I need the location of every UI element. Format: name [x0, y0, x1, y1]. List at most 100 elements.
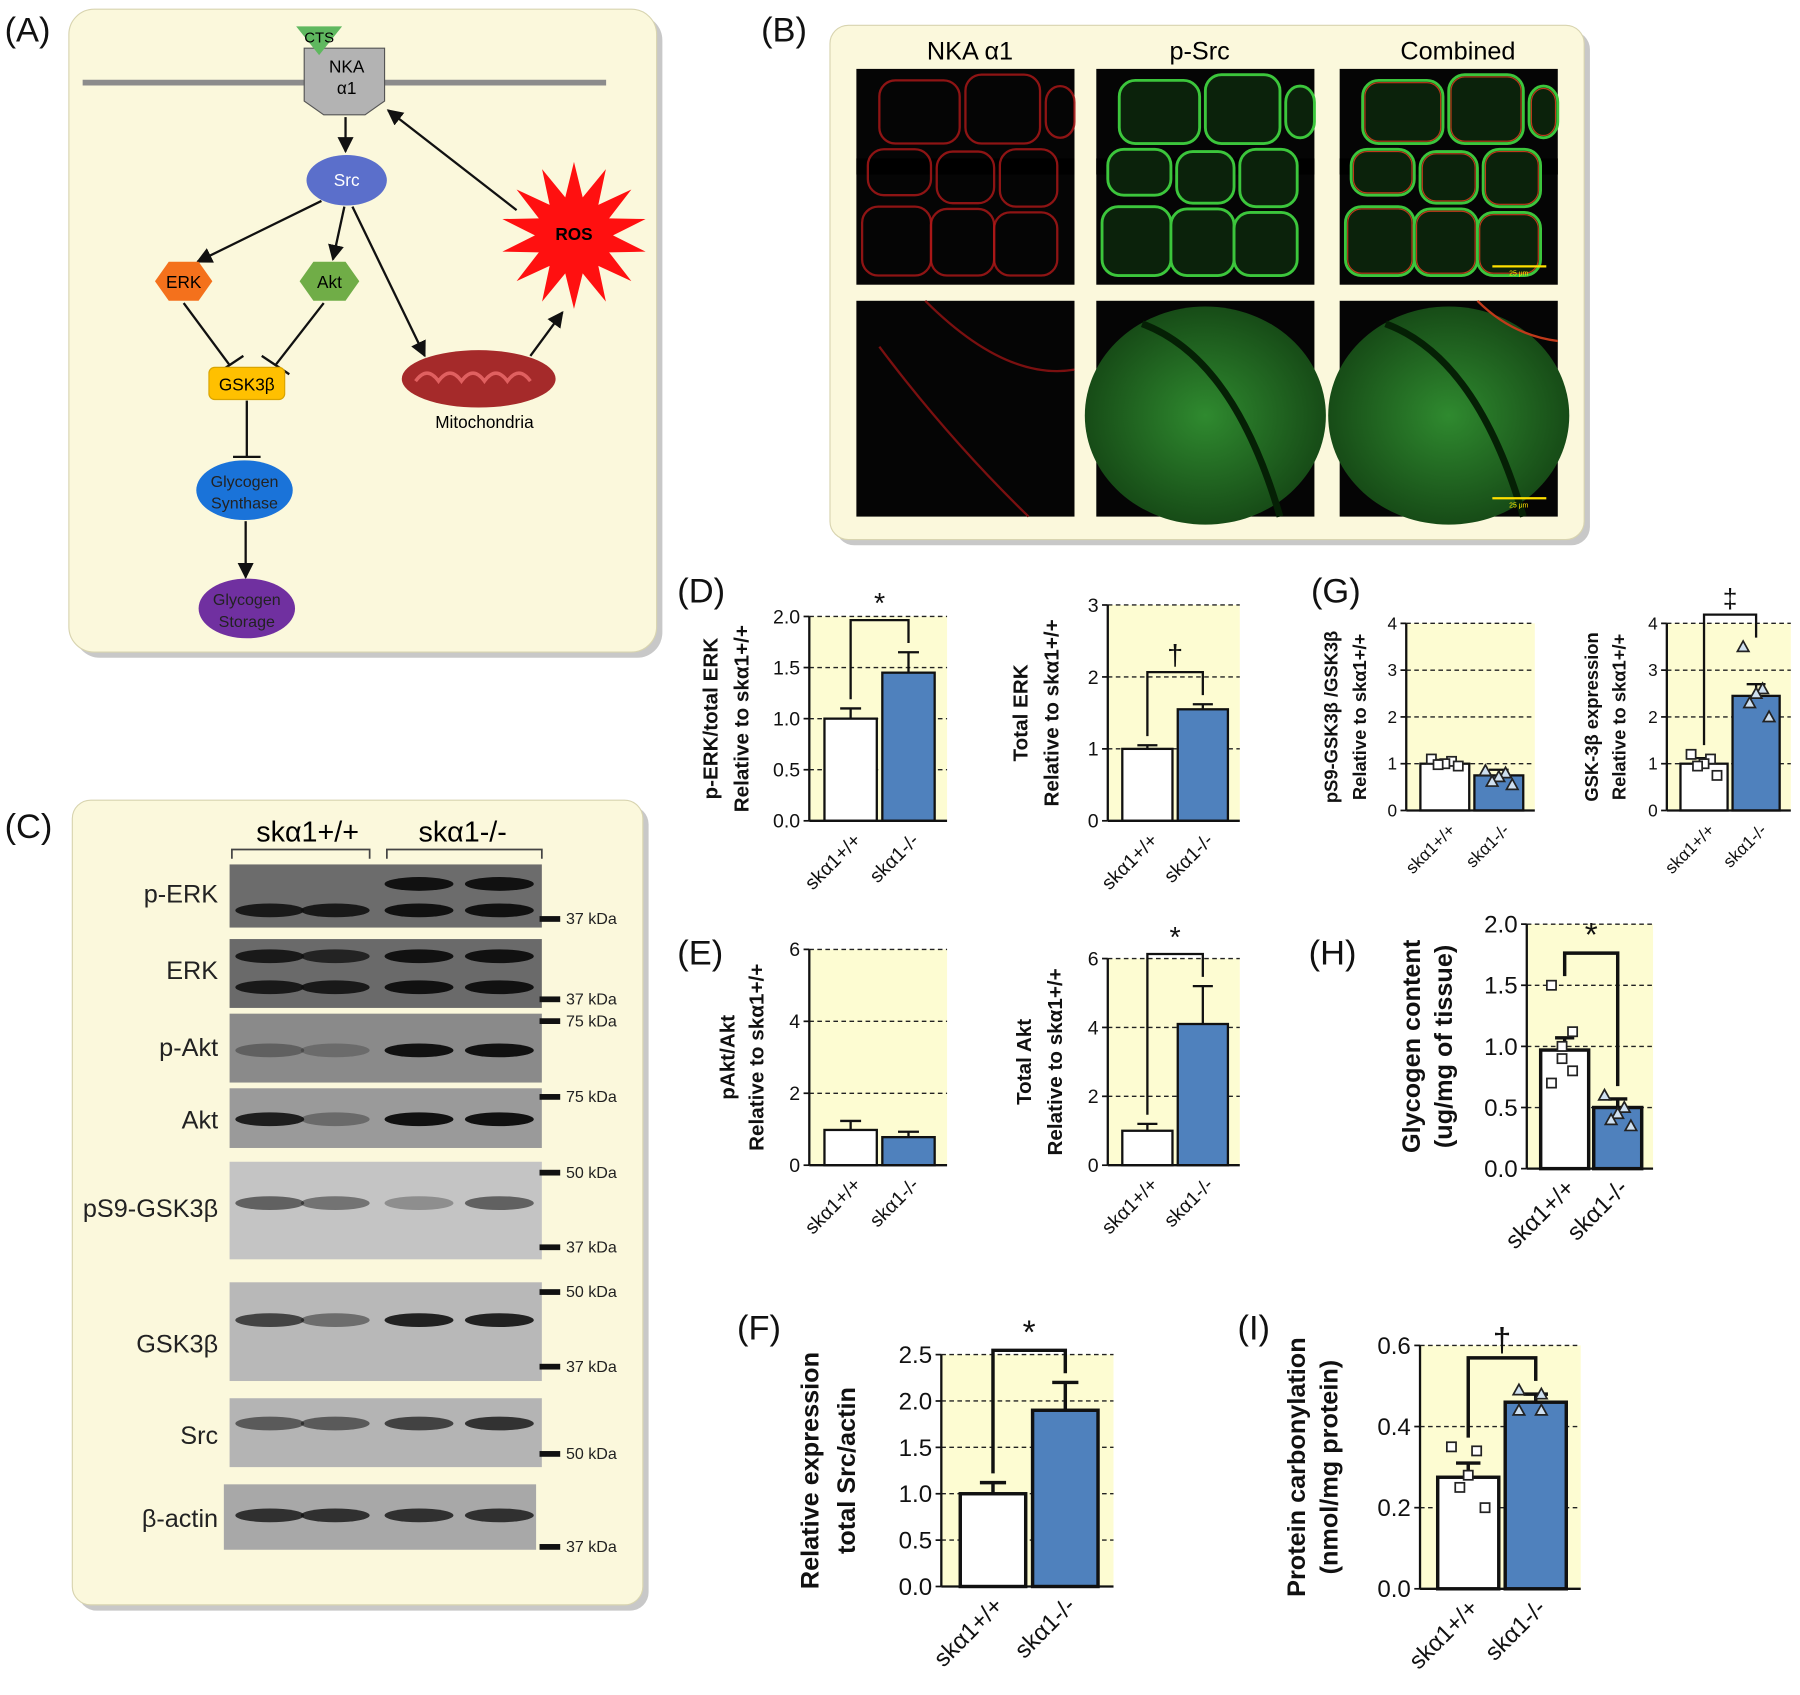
marker-tick — [539, 1363, 561, 1370]
column-header: p-Src — [1169, 38, 1229, 66]
bar — [881, 671, 936, 822]
y-tick-label: 6 — [789, 939, 800, 961]
y-axis-label: Glycogen content — [1398, 939, 1426, 1153]
node-label: GSK3β — [219, 374, 275, 394]
data-point — [1425, 753, 1437, 765]
bar — [823, 717, 878, 822]
blot-band — [384, 1508, 454, 1523]
significance-mark: † — [1167, 640, 1183, 672]
y-tick-label: 0.2 — [1377, 1495, 1411, 1522]
blot-band — [464, 1196, 534, 1210]
data-point — [1491, 769, 1507, 783]
node-label: NKA — [329, 56, 365, 76]
error-bar — [1137, 1122, 1158, 1131]
bar — [823, 1128, 878, 1167]
y-tick-label: 1.0 — [899, 1481, 933, 1508]
data-point — [1511, 1382, 1527, 1396]
arrow — [196, 199, 322, 263]
data-point — [1623, 1118, 1639, 1132]
group-label: skα1-/- — [418, 816, 506, 848]
x-tick-label: skα1+/+ — [1097, 1174, 1162, 1239]
data-point — [1597, 1087, 1612, 1101]
significance-bracket — [991, 1348, 1068, 1474]
blot-band — [464, 903, 534, 918]
data-point — [1454, 1481, 1466, 1493]
error-bar — [1192, 984, 1213, 1024]
cell-outline — [1527, 84, 1560, 140]
x-tick-label: skα1+/+ — [1404, 1595, 1484, 1675]
marker-label: 50 kDa — [566, 1445, 617, 1463]
arrow — [529, 310, 564, 357]
panel-label: (A) — [5, 11, 51, 49]
row-label: ERK — [166, 957, 218, 985]
marker-tick — [539, 1289, 561, 1295]
arrow — [351, 206, 426, 358]
significance-bracket — [1466, 1356, 1538, 1438]
panel-label: (I) — [1238, 1310, 1271, 1348]
cell-outline — [1343, 205, 1416, 277]
cell-outline — [1476, 299, 1558, 343]
cell-outline — [1361, 78, 1445, 145]
row-label: β-actin — [142, 1505, 218, 1533]
data-point — [1546, 1077, 1557, 1089]
y-tick-label: 2 — [1088, 1086, 1099, 1108]
node — [306, 154, 387, 206]
data-point — [1610, 1106, 1625, 1120]
data-point — [1742, 695, 1757, 709]
cell-outline — [1044, 84, 1076, 139]
group-bracket — [231, 848, 543, 859]
data-point — [1445, 1441, 1457, 1453]
y-tick-label: 2.0 — [899, 1388, 933, 1415]
data-point — [1556, 1040, 1568, 1052]
fiber-boundary — [1141, 320, 1284, 518]
significance-mark: * — [1170, 922, 1181, 954]
blot-band — [464, 877, 534, 891]
y-tick-label: 0.6 — [1377, 1333, 1411, 1360]
node-label: α1 — [337, 78, 357, 98]
western-blot: skα1+/+ skα1-/- p-ERK 37 kDa ERK 37 kDa p-Ak… — [71, 799, 649, 1611]
y-tick-label: 1.0 — [1484, 1034, 1518, 1061]
marker-tick — [539, 1544, 561, 1550]
blot-band — [384, 903, 454, 918]
y-tick-label: 3 — [1387, 660, 1397, 680]
pathway-diagram: CTS NKA α1 Src ERK Akt GSK3β Glycogen Sy… — [68, 8, 663, 658]
cell-outline — [878, 299, 1075, 518]
blot-band — [235, 903, 305, 918]
y-tick-label: 1 — [1387, 754, 1397, 774]
y-tick-label: 0.4 — [1377, 1414, 1411, 1441]
bar — [1176, 1022, 1230, 1167]
data-point — [1603, 1112, 1619, 1126]
marker-label: 37 kDa — [566, 1358, 617, 1376]
y-axis-label: Relative to skα1+/+ — [1609, 634, 1630, 800]
y-tick-label: 0.0 — [899, 1574, 933, 1601]
cell-outline — [1475, 210, 1542, 277]
bar — [1435, 1475, 1501, 1591]
significance-bracket — [1146, 670, 1204, 737]
significance-bracket — [849, 618, 910, 700]
group-label: skα1+/+ — [256, 816, 359, 848]
panel-label: (G) — [1311, 573, 1361, 611]
significance-mark: * — [874, 588, 885, 620]
panel-label: (H) — [1309, 934, 1357, 972]
y-axis-label: pAkt/Akt — [717, 1015, 740, 1100]
y-axis-label: (ug/mg of tissue) — [1430, 945, 1458, 1148]
node-label: Storage — [219, 613, 275, 631]
scale-bar-label: 25 μm — [1509, 271, 1529, 278]
micrographs: NKA α1 p-Src Combined 25 μm 25 μm — [829, 24, 1590, 546]
y-axis-label: Total Akt — [1013, 1019, 1036, 1105]
inhibition — [233, 400, 261, 459]
data-point — [1471, 1445, 1483, 1457]
cell-outline — [1169, 207, 1236, 277]
cell-outline — [1232, 210, 1299, 277]
data-point — [1748, 686, 1764, 699]
data-point — [1432, 759, 1444, 771]
column-header: NKA α1 — [927, 38, 1013, 66]
y-axis-label: p-ERK/total ERK — [699, 638, 722, 800]
error-bar — [840, 1119, 862, 1130]
y-tick-label: 0 — [1648, 801, 1658, 821]
tissue-gap — [856, 158, 1075, 175]
cell-outline — [1530, 87, 1557, 137]
data-point — [1755, 681, 1770, 695]
blot-band — [235, 949, 305, 964]
significance-mark: † — [1493, 1322, 1512, 1359]
